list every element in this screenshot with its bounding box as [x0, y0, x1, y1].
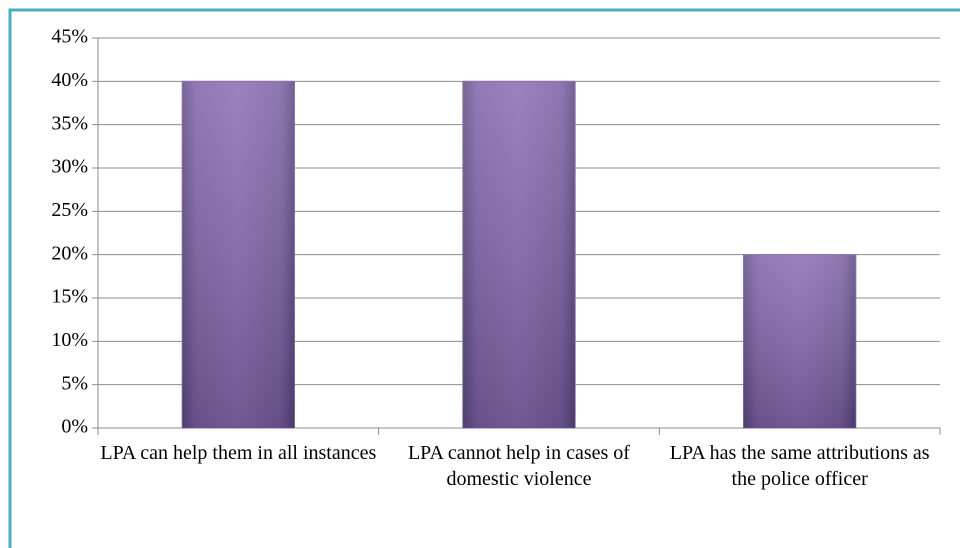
bar-shade	[743, 254, 856, 428]
x-tick-label: LPA has the same attributions as the pol…	[669, 442, 930, 490]
bar-shade	[462, 81, 576, 428]
y-tick-label: 30%	[51, 156, 88, 178]
chart-frame	[8, 8, 960, 548]
y-tick-label: 25%	[51, 199, 88, 221]
y-tick-label: 15%	[51, 286, 88, 308]
x-tick-label: LPA cannot help in cases of domestic vio…	[407, 442, 630, 490]
y-tick-label: 10%	[51, 329, 88, 351]
y-tick-label: 20%	[51, 242, 88, 264]
y-tick-label: 5%	[61, 372, 88, 394]
y-tick-label: 35%	[51, 112, 88, 134]
y-tick-label: 40%	[51, 69, 88, 91]
y-tick-label: 0%	[61, 416, 88, 438]
bar-shade	[182, 81, 295, 428]
y-tick-label: 45%	[51, 26, 88, 48]
x-tick-label: LPA can help them in all instances	[100, 442, 377, 464]
